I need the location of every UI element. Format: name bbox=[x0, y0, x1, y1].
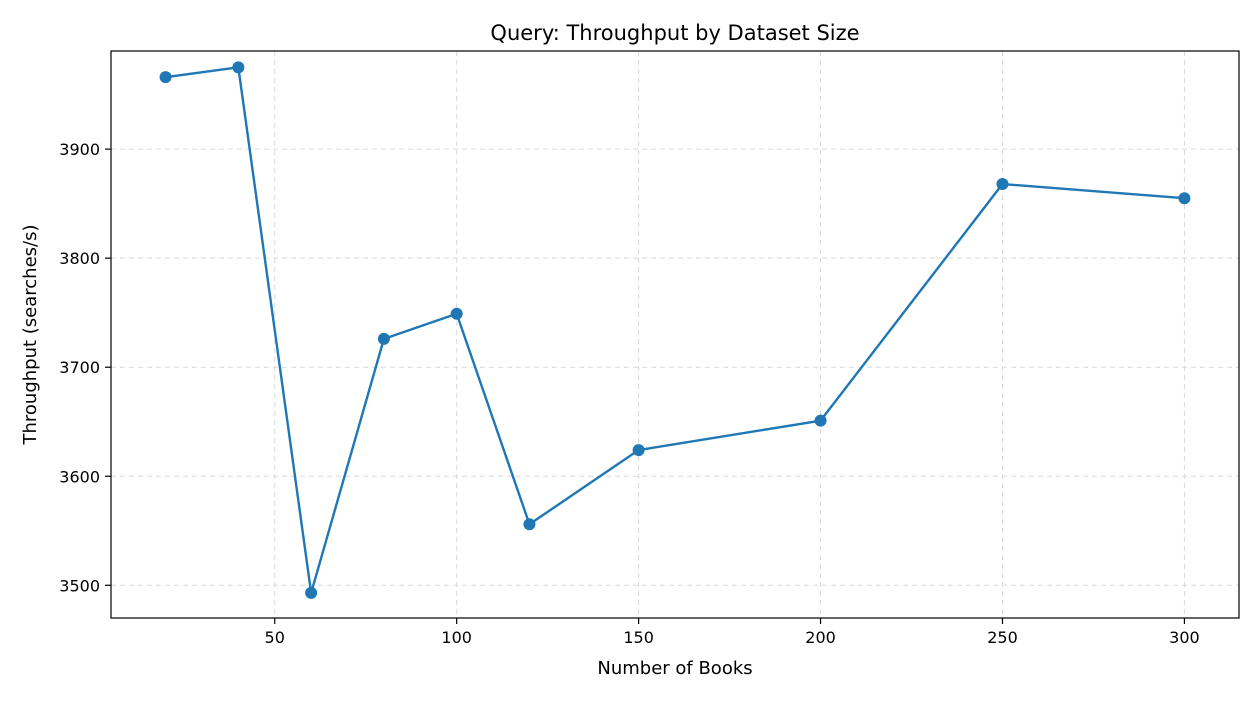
grid-lines bbox=[111, 51, 1239, 618]
x-tick-label: 200 bbox=[805, 628, 836, 647]
data-point bbox=[632, 444, 645, 457]
x-tick-label: 250 bbox=[987, 628, 1018, 647]
data-point bbox=[232, 61, 245, 74]
series-layer bbox=[159, 61, 1191, 599]
y-tick-label: 3600 bbox=[59, 467, 100, 486]
series-line bbox=[164, 66, 1186, 595]
data-point bbox=[814, 414, 827, 427]
chart-title: Query: Throughput by Dataset Size bbox=[490, 21, 859, 45]
x-tick-label: 50 bbox=[265, 628, 285, 647]
x-tick-label: 150 bbox=[623, 628, 654, 647]
data-point bbox=[159, 71, 172, 84]
data-point bbox=[305, 586, 318, 599]
y-tick-label: 3800 bbox=[59, 249, 100, 268]
plot-frame bbox=[110, 50, 1240, 619]
axis-ticks: 50 100 150 200 250 300 3500 3600 3700 3800 3900 bbox=[59, 140, 1199, 647]
data-point bbox=[996, 178, 1009, 191]
y-tick-label: 3900 bbox=[59, 140, 100, 159]
x-tick-label: 300 bbox=[1169, 628, 1200, 647]
data-point bbox=[523, 518, 536, 531]
data-point bbox=[377, 332, 390, 345]
x-tick-label: 100 bbox=[441, 628, 472, 647]
data-point bbox=[1178, 192, 1191, 205]
y-axis-label: Throughput (searches/s) bbox=[20, 224, 41, 445]
y-tick-label: 3500 bbox=[59, 576, 100, 595]
x-axis-label: Number of Books bbox=[597, 658, 752, 679]
data-point bbox=[450, 307, 463, 320]
y-tick-label: 3700 bbox=[59, 358, 100, 377]
